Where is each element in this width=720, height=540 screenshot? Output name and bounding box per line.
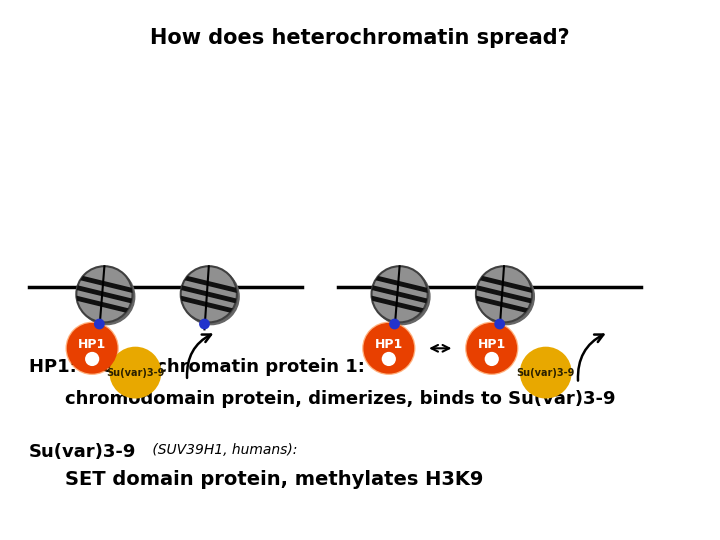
Circle shape — [494, 319, 505, 329]
Circle shape — [382, 352, 396, 366]
Circle shape — [199, 319, 210, 329]
Circle shape — [478, 268, 534, 325]
Circle shape — [76, 266, 132, 322]
Text: HP1: HP1 — [78, 338, 107, 351]
Circle shape — [364, 323, 414, 374]
Circle shape — [78, 268, 135, 325]
Text: HP1: HP1 — [374, 338, 403, 351]
Circle shape — [476, 266, 532, 322]
Circle shape — [67, 323, 117, 374]
Text: How does heterochromatin spread?: How does heterochromatin spread? — [150, 28, 570, 48]
Circle shape — [485, 352, 499, 366]
Text: Su(var)3-9: Su(var)3-9 — [106, 368, 165, 377]
Circle shape — [362, 322, 415, 375]
Text: chromodomain protein, dimerizes, binds to Su(var)3-9: chromodomain protein, dimerizes, binds t… — [65, 390, 616, 408]
Circle shape — [465, 322, 518, 375]
Text: SET domain protein, methylates H3K9: SET domain protein, methylates H3K9 — [65, 470, 483, 489]
Circle shape — [94, 319, 105, 329]
Circle shape — [390, 319, 400, 329]
Circle shape — [181, 266, 237, 322]
Text: HP1: HP1 — [477, 338, 506, 351]
Circle shape — [183, 268, 239, 325]
Circle shape — [66, 322, 119, 375]
Text: Su(var)3-9: Su(var)3-9 — [516, 368, 575, 377]
Text: (SUV39H1, humans):: (SUV39H1, humans): — [148, 443, 297, 457]
Text: Su(var)3-9: Su(var)3-9 — [29, 443, 136, 461]
Text: HP1:  heterochromatin protein 1:: HP1: heterochromatin protein 1: — [29, 358, 364, 376]
Circle shape — [372, 266, 428, 322]
Circle shape — [520, 347, 572, 399]
Circle shape — [467, 323, 517, 374]
Circle shape — [85, 352, 99, 366]
Circle shape — [109, 347, 161, 399]
Circle shape — [374, 268, 430, 325]
